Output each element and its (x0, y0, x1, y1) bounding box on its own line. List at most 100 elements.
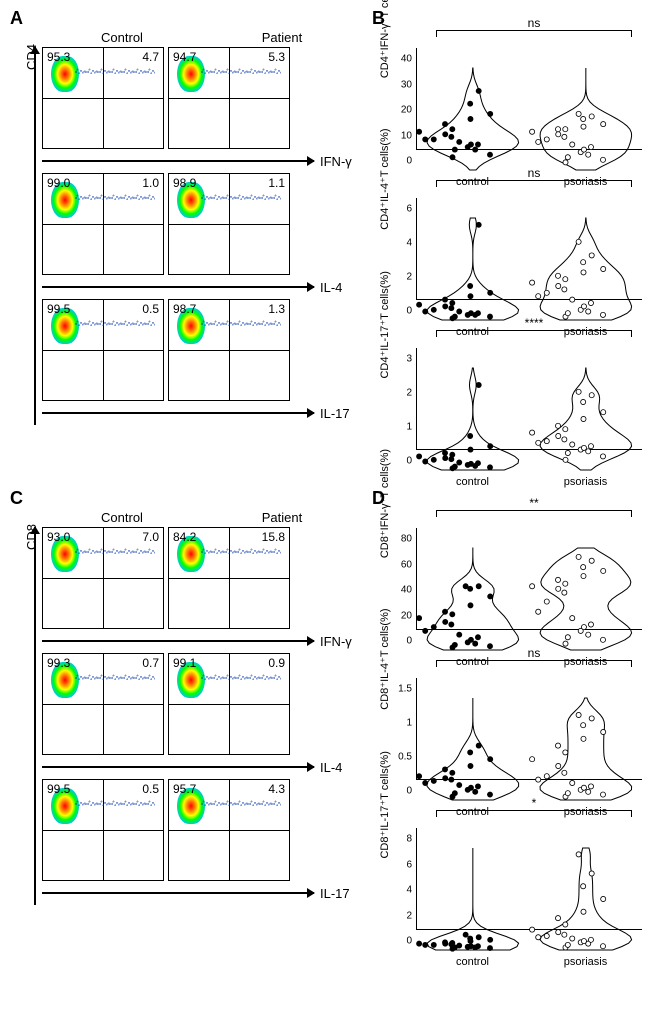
marker-label: IL-17 (320, 886, 362, 901)
yaxis-arrow-C (34, 527, 36, 905)
ytick: 8 (406, 834, 412, 845)
groups: controlpsoriasis (416, 528, 642, 650)
data-point (416, 616, 421, 621)
data-point (562, 277, 567, 282)
data-point (588, 444, 593, 449)
data-point (580, 723, 585, 728)
quad-tl-value: 95.7 (173, 782, 196, 796)
data-point (563, 160, 568, 165)
data-point (529, 280, 534, 285)
violin-plot: *CD8⁺IL-17⁺T cells(%)02468controlpsorias… (416, 810, 650, 950)
data-point (561, 770, 566, 775)
data-point (463, 932, 468, 937)
data-point (562, 750, 567, 755)
data-point (416, 774, 421, 779)
data-point (468, 294, 473, 299)
ytick: 0 (406, 636, 412, 647)
data-point (600, 454, 605, 459)
data-point (416, 941, 421, 946)
data-point (475, 944, 480, 949)
data-point (452, 147, 457, 152)
data-point (422, 137, 427, 142)
data-point (476, 935, 481, 940)
data-point (476, 222, 481, 227)
flow-pair: 99.01.098.91.1 (42, 173, 362, 275)
quad-tl-value: 84.2 (173, 530, 196, 544)
ytick: 4 (406, 885, 412, 896)
data-point (569, 936, 574, 941)
data-point (487, 444, 492, 449)
violin-plot: nsCD4⁺IL-4⁺T cells(%)0246controlpsoriasi… (416, 180, 650, 320)
ytick: 3 (406, 354, 412, 365)
data-point (456, 943, 461, 948)
data-point (580, 260, 585, 265)
violin-shape (422, 848, 524, 950)
violin-stack-B: nsCD4⁺IFN-γ⁺T cells(%)010203040controlps… (372, 10, 650, 470)
data-point (555, 127, 560, 132)
quad-h (169, 224, 289, 225)
group-psoriasis: psoriasis (535, 68, 637, 170)
data-point (562, 427, 567, 432)
data-point (581, 625, 586, 630)
data-point (448, 306, 453, 311)
data-point (555, 423, 560, 428)
data-point (544, 599, 549, 604)
data-point (581, 785, 586, 790)
data-point (544, 439, 549, 444)
row-bottom: C Control Patient CD8 93.07.084.215.8IFN… (10, 490, 640, 950)
group-label: psoriasis (564, 956, 607, 968)
data-point (416, 454, 421, 459)
data-point (463, 584, 468, 589)
data-point (581, 147, 586, 152)
flow-cell-control: 93.07.0 (42, 527, 164, 629)
data-point (580, 399, 585, 404)
quad-h (169, 830, 289, 831)
sig-label: ** (529, 496, 538, 510)
data-point (555, 930, 560, 935)
header-patient-C: Patient (222, 510, 342, 525)
scatter-dots (75, 192, 155, 202)
data-point (456, 632, 461, 637)
data-point (589, 871, 594, 876)
panel-C: C Control Patient CD8 93.07.084.215.8IFN… (10, 490, 362, 950)
data-point (468, 763, 473, 768)
violin-outline (540, 848, 632, 950)
data-point (555, 283, 560, 288)
data-point (422, 942, 427, 947)
figure: A Control Patient CD4 95.34.794.75.3IFN-… (10, 10, 640, 950)
quad-h (43, 350, 163, 351)
data-point (565, 155, 570, 160)
data-point (588, 784, 593, 789)
data-point (472, 641, 477, 646)
data-point (600, 792, 605, 797)
violin-plot: ****CD4⁺IL-17⁺T cells(%)0123controlpsori… (416, 330, 650, 470)
quad-h (169, 578, 289, 579)
data-point (576, 554, 581, 559)
data-point (467, 101, 472, 106)
quad-h (43, 224, 163, 225)
group-psoriasis: psoriasis (535, 548, 637, 650)
data-point (476, 584, 481, 589)
ytick: 0 (406, 786, 412, 797)
violin-shape (535, 698, 637, 800)
data-point (544, 290, 549, 295)
data-point (487, 290, 492, 295)
data-point (456, 782, 461, 787)
data-point (561, 932, 566, 937)
flow-pair: 99.30.799.10.9 (42, 653, 362, 755)
data-point (588, 300, 593, 305)
data-point (535, 935, 540, 940)
quad-tr-value: 0.5 (142, 782, 159, 796)
quad-h (169, 350, 289, 351)
data-point (467, 936, 472, 941)
scatter-dots (75, 66, 155, 76)
data-point (487, 757, 492, 762)
data-point (472, 789, 477, 794)
flow-cell-patient: 84.215.8 (168, 527, 290, 629)
data-point (555, 743, 560, 748)
data-point (467, 283, 472, 288)
data-point (442, 132, 447, 137)
data-point (442, 619, 447, 624)
data-point (449, 127, 454, 132)
data-point (487, 946, 492, 951)
